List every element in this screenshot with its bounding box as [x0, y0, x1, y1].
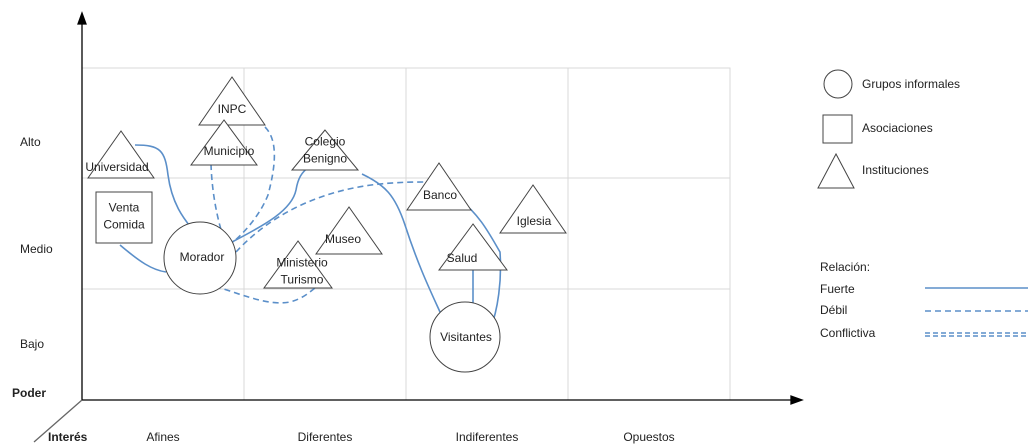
triangle-node: [198, 76, 266, 126]
strong-relation: [231, 167, 309, 243]
circle-node: [163, 221, 237, 295]
legend-label: Grupos informales: [862, 77, 960, 91]
y-arrow: [77, 11, 87, 25]
triangle-node: [499, 184, 567, 234]
x-title: Interés: [48, 430, 88, 444]
depth-axis: [33, 399, 83, 443]
legend-label: Asociaciones: [862, 121, 933, 135]
y-level: Alto: [20, 135, 41, 149]
node-label: Visitantes: [440, 330, 492, 344]
triangle-node: [263, 240, 333, 289]
triangle-node: [315, 206, 383, 255]
x-level: Opuestos: [623, 430, 674, 444]
strong-relation: [119, 244, 167, 273]
node-label: Benigno: [303, 152, 347, 166]
legend-triangle: [817, 152, 855, 189]
axes: [33, 11, 804, 443]
weak-relation: [235, 181, 426, 253]
node-label: Colegio: [305, 135, 346, 149]
x-level: Afines: [146, 430, 179, 444]
square-node: [95, 191, 153, 244]
y-level: Bajo: [20, 337, 44, 351]
x-arrow: [790, 395, 804, 405]
x-level: Indiferentes: [456, 430, 519, 444]
circle-node: [429, 301, 501, 373]
node-label: Salud: [447, 251, 478, 265]
triangle-node: [290, 129, 360, 171]
triangle-node: [87, 130, 155, 179]
relations: [119, 126, 502, 331]
legend-circle: [823, 69, 853, 99]
legend-label: Instituciones: [862, 163, 929, 177]
triangle-node: [406, 162, 472, 211]
node-label: Museo: [325, 232, 361, 246]
node-label: Turismo: [281, 273, 324, 287]
legend: Grupos informales Asociaciones Instituci…: [817, 69, 1028, 340]
weak-relation: [210, 163, 223, 234]
node-label: Banco: [423, 188, 457, 202]
node-label: Venta: [109, 201, 140, 215]
node-label: Morador: [180, 250, 225, 264]
node-label: Municipio: [204, 144, 255, 158]
node-label: Iglesia: [517, 214, 552, 228]
relation-title: Relación:: [820, 260, 870, 274]
y-title: Poder: [12, 386, 46, 400]
node-label: Ministerio: [276, 256, 328, 270]
strong-relation: [459, 199, 502, 331]
y-level: Medio: [20, 242, 53, 256]
strong-relation: [361, 173, 441, 313]
nodes: INPC Municipio Universidad Colegio Benigno Ve…: [85, 76, 567, 373]
triangle-node: [438, 223, 508, 271]
x-level: Diferentes: [298, 430, 353, 444]
relation-label: Fuerte: [820, 282, 855, 296]
relation-label: Conflictiva: [820, 326, 876, 340]
legend-square: [822, 114, 853, 144]
weak-relation: [231, 126, 276, 244]
triangle-node: [190, 119, 258, 166]
node-label: Universidad: [85, 160, 148, 174]
strong-relation: [134, 144, 194, 231]
relation-label: Débil: [820, 303, 847, 317]
node-label: INPC: [218, 102, 247, 116]
node-label: Comida: [103, 218, 145, 232]
weak-relation: [214, 285, 316, 304]
